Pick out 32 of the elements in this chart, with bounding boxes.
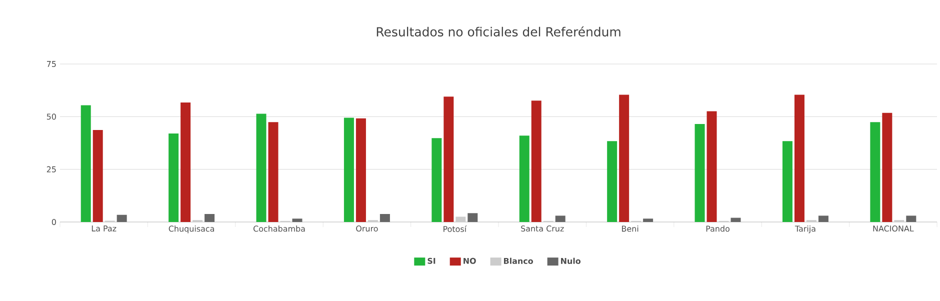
- bar: [204, 214, 215, 222]
- bar: [268, 122, 278, 222]
- bar: [356, 118, 366, 222]
- bar: [706, 111, 717, 222]
- bar: [694, 124, 705, 222]
- bar: [619, 94, 630, 222]
- bar: [870, 122, 880, 222]
- bar: [92, 130, 103, 222]
- bar: [116, 214, 127, 222]
- bar: [444, 96, 454, 222]
- bar: [432, 138, 442, 222]
- bar: [818, 216, 828, 222]
- bar: [519, 136, 530, 222]
- bar: [456, 216, 466, 222]
- bar: [555, 216, 566, 222]
- bar: [180, 102, 191, 222]
- bar: [607, 141, 618, 222]
- bar: [80, 105, 91, 222]
- bar: [730, 218, 741, 222]
- bar: [782, 141, 792, 222]
- bar: [906, 216, 916, 222]
- bar: [643, 218, 654, 222]
- bar: [168, 134, 179, 222]
- bar: [468, 213, 478, 222]
- bar: [380, 214, 390, 222]
- bar: [256, 114, 266, 222]
- chart-title: Resultados no oficiales del Referéndum: [376, 26, 620, 36]
- bar: [344, 118, 354, 222]
- bar: [292, 218, 302, 222]
- bar: [794, 94, 804, 222]
- bar: [531, 100, 542, 222]
- bar: [882, 112, 892, 222]
